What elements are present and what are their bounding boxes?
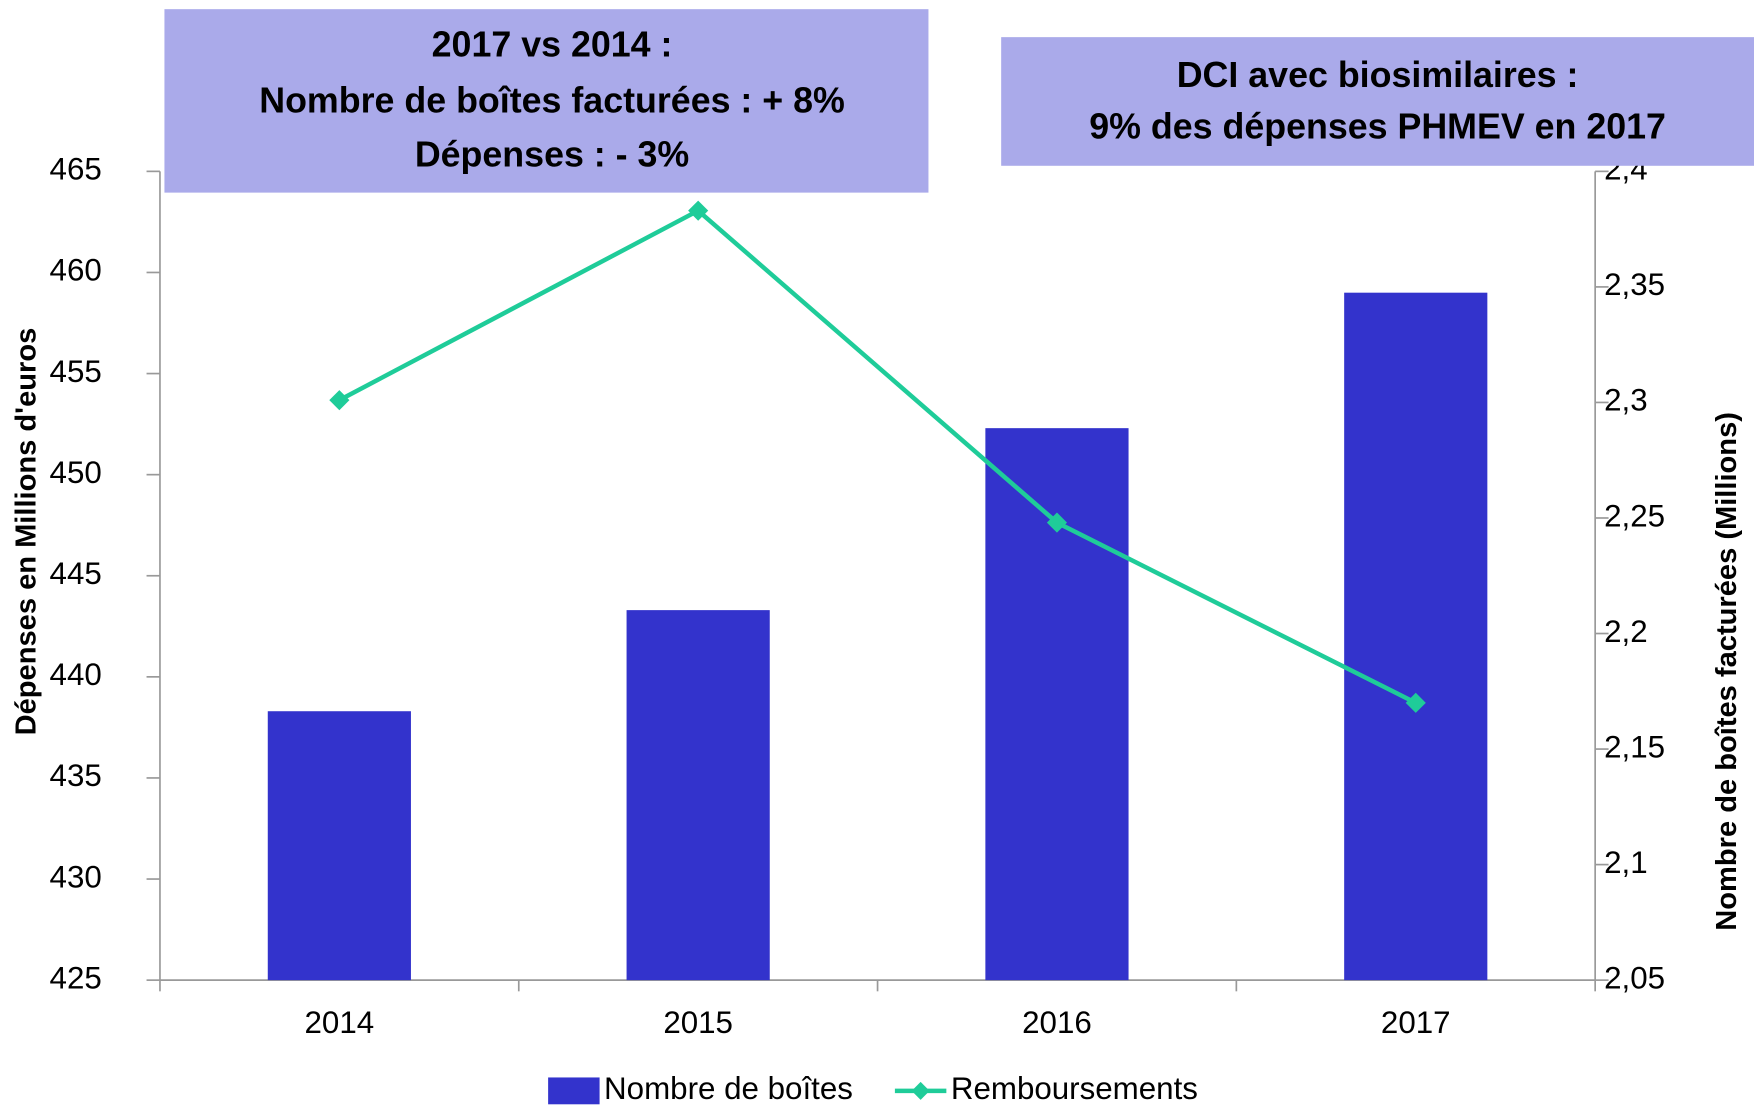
y2-tick-label: 2,05 bbox=[1604, 960, 1665, 995]
annotation-box bbox=[164, 9, 929, 193]
line-marker bbox=[688, 200, 709, 221]
bar bbox=[626, 610, 770, 981]
annotation-box bbox=[1001, 37, 1754, 166]
x-tick-label: 2014 bbox=[305, 1005, 375, 1040]
legend-swatch bbox=[548, 1077, 600, 1105]
y-tick-label: 440 bbox=[50, 657, 102, 692]
y-tick-label: 460 bbox=[50, 253, 102, 288]
x-tick-label: 2017 bbox=[1381, 1005, 1451, 1040]
line-marker bbox=[1046, 512, 1068, 533]
y2-tick-label: 2,2 bbox=[1604, 614, 1648, 649]
y2-tick-label: 2,25 bbox=[1604, 498, 1665, 533]
y2-axis-title: Nombre de boîtes facturées (Millions) bbox=[1711, 412, 1743, 931]
line-marker bbox=[329, 390, 350, 411]
legend-label: Remboursements bbox=[951, 1071, 1198, 1106]
y2-tick-label: 2,3 bbox=[1604, 383, 1648, 418]
x-tick-label: 2015 bbox=[663, 1005, 733, 1040]
line-marker bbox=[1405, 692, 1426, 713]
y-tick-label: 465 bbox=[50, 152, 102, 187]
bar bbox=[985, 428, 1129, 981]
y2-tick-label: 2,35 bbox=[1604, 267, 1665, 302]
annotation-text: Nombre de boîtes facturées : + 8% bbox=[259, 81, 845, 121]
y-tick-label: 430 bbox=[50, 859, 102, 894]
legend-label: Nombre de boîtes bbox=[604, 1071, 853, 1106]
line bbox=[338, 207, 1417, 705]
y2-tick-label: 2,1 bbox=[1604, 845, 1648, 880]
y-tick-label: 450 bbox=[50, 455, 102, 490]
annotation-text: 9% des dépenses PHMEV en 2017 bbox=[1089, 106, 1666, 146]
annotation-text: Dépenses : - 3% bbox=[415, 134, 689, 174]
y-tick-label: 425 bbox=[50, 960, 102, 995]
y-tick-label: 435 bbox=[50, 758, 102, 793]
x-tick-label: 2016 bbox=[1022, 1005, 1092, 1040]
bar bbox=[267, 711, 411, 981]
y-axis-title: Dépenses en Millions d'euros bbox=[11, 328, 43, 736]
annotation-text: DCI avec biosimilaires : bbox=[1177, 55, 1579, 95]
bar bbox=[1344, 292, 1488, 981]
y-tick-label: 455 bbox=[50, 354, 102, 389]
annotation-text: 2017 vs 2014 : bbox=[432, 25, 673, 65]
y2-tick-label: 2,15 bbox=[1604, 729, 1665, 764]
y-tick-label: 445 bbox=[50, 556, 102, 591]
legend-swatch bbox=[911, 1081, 930, 1100]
